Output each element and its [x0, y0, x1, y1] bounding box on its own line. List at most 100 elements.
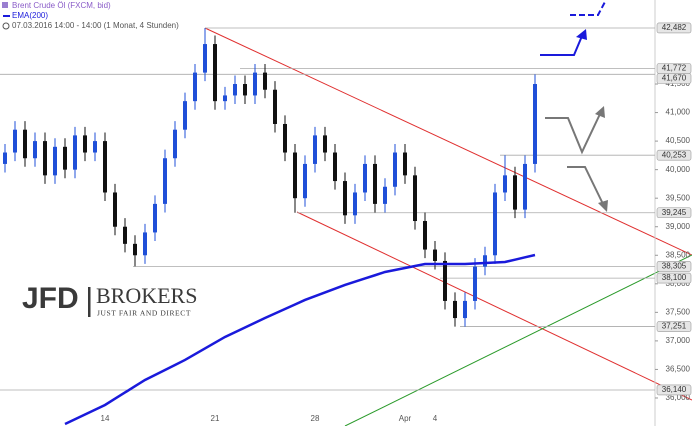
candle-body: [453, 300, 457, 319]
arrow-dashed: [570, 0, 607, 16]
level-label: 40,253: [662, 150, 687, 159]
level-box: [656, 272, 692, 284]
y-tick-label: 40,500: [666, 136, 691, 145]
channel-upper: [204, 27, 692, 256]
candle-body: [193, 72, 197, 102]
candle-body: [393, 152, 397, 187]
arrowhead: [595, 106, 605, 118]
level-box: [656, 321, 692, 332]
clock-icon: [2, 22, 10, 30]
candle-body: [153, 203, 157, 233]
candle-body: [533, 84, 537, 164]
candle-body: [403, 152, 407, 176]
candle-body: [333, 152, 337, 182]
level-label: 36,140: [662, 385, 687, 394]
candle-body: [293, 152, 297, 199]
y-tick-label: 38,500: [666, 250, 691, 259]
channel-lower: [296, 211, 692, 401]
arrow-gray-down: [567, 166, 604, 205]
ema-line: [64, 253, 536, 426]
y-tick-label: 37,500: [666, 307, 691, 316]
candle-body: [313, 135, 317, 164]
y-tick-label: 36,500: [666, 365, 691, 374]
candle-body: [303, 163, 307, 199]
x-tick-label: 21: [211, 414, 220, 423]
candle-body: [363, 163, 367, 193]
level-box: [656, 261, 692, 272]
level-box: [656, 22, 692, 34]
candle-body: [463, 300, 467, 319]
candle-body: [113, 192, 117, 227]
candle-body: [213, 44, 217, 102]
y-tick-label: 39,000: [666, 222, 691, 231]
candle-body: [273, 89, 277, 124]
y-tick-label: 37,000: [666, 336, 691, 345]
level-label: 41,772: [662, 64, 687, 73]
candle-body: [513, 175, 517, 210]
arrow-gray-up: [545, 113, 601, 155]
logo-tagline: JUST FAIR AND DIRECT: [97, 309, 191, 318]
y-tick-label: 36,000: [666, 393, 691, 402]
y-tick-label: 38,000: [666, 279, 691, 288]
level-label: 38,100: [662, 273, 687, 282]
level-label: 42,482: [662, 23, 687, 32]
level-label: 37,251: [662, 322, 687, 331]
x-tick-label: 28: [311, 414, 320, 423]
candle-body: [383, 186, 387, 204]
candle-body: [33, 141, 37, 159]
candle-body: [133, 243, 137, 256]
candle-body: [23, 129, 27, 159]
candle-body: [123, 226, 127, 244]
candle-body: [143, 232, 147, 256]
candle-body: [183, 101, 187, 130]
x-tick-label: 4: [433, 414, 438, 423]
logo-brand2: BROKERS: [96, 283, 197, 308]
chart-subtitle: 07.03.2016 14:00 - 14:00 (1 Monat, 4 Stu…: [12, 21, 179, 30]
x-tick-label: 14: [101, 414, 110, 423]
candle-body: [253, 72, 257, 96]
candle-body: [263, 72, 267, 90]
candle-body: [373, 163, 377, 204]
level-box: [656, 149, 692, 161]
y-tick-label: 39,500: [666, 193, 691, 202]
level-label: 38,305: [662, 262, 687, 271]
legend-label: EMA(200): [12, 11, 48, 20]
level-label: 39,245: [662, 208, 687, 217]
candle-body: [503, 175, 507, 193]
candle-body: [343, 181, 347, 216]
candle-body: [43, 141, 47, 176]
candle-body: [483, 255, 487, 267]
candle-body: [93, 141, 97, 153]
y-tick-label: 41,000: [666, 108, 691, 117]
arrow-blue: [540, 35, 583, 56]
arrowhead: [598, 200, 608, 212]
level-label: 41,670: [662, 74, 687, 83]
candle-body: [83, 135, 87, 153]
candle-body: [63, 146, 67, 170]
logo-bar: [88, 287, 91, 317]
candle-body: [13, 129, 17, 153]
y-tick-label: 40,000: [666, 165, 691, 174]
chart-title: Brent Crude Öl (FXCM, bid): [12, 1, 111, 10]
candle-body: [283, 123, 287, 153]
candle-body: [103, 141, 107, 193]
trend-line: [344, 254, 692, 426]
candle-body: [233, 84, 237, 96]
candle-body: [223, 95, 227, 102]
candle-body: [243, 84, 247, 96]
candle-body: [163, 158, 167, 204]
candle-body: [73, 135, 77, 170]
candle-body: [3, 152, 7, 164]
level-box: [656, 207, 692, 219]
arrowhead: [576, 29, 587, 40]
level-box: [656, 73, 692, 84]
candle-body: [473, 266, 477, 301]
icon: [2, 2, 8, 8]
candle-body: [323, 135, 327, 153]
candle-body: [493, 192, 497, 256]
annotations: [204, 0, 692, 426]
candle-body: [203, 44, 207, 73]
candle-body: [413, 175, 417, 222]
